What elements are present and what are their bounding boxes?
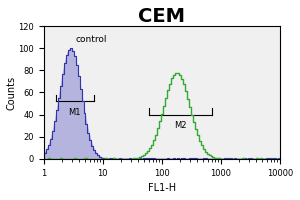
Title: CEM: CEM <box>138 7 185 26</box>
Text: control: control <box>76 35 107 44</box>
X-axis label: FL1-H: FL1-H <box>148 183 176 193</box>
Text: M1: M1 <box>68 108 81 117</box>
Y-axis label: Counts: Counts <box>7 75 17 110</box>
Text: M2: M2 <box>174 121 187 130</box>
